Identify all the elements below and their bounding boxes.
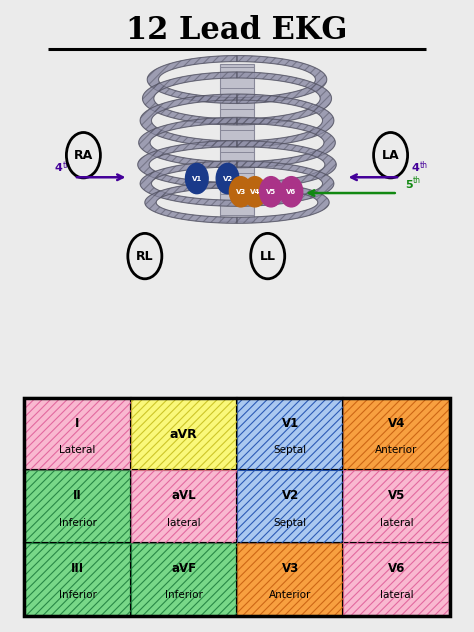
Text: V3: V3 <box>236 189 246 195</box>
Bar <box>237 543 343 616</box>
Text: V5: V5 <box>388 489 405 502</box>
Polygon shape <box>147 56 237 104</box>
Polygon shape <box>237 118 335 168</box>
Text: th: th <box>419 161 428 170</box>
Bar <box>24 470 131 543</box>
Polygon shape <box>237 72 331 125</box>
Polygon shape <box>143 72 237 125</box>
Text: III: III <box>71 562 84 575</box>
Bar <box>220 64 254 221</box>
Polygon shape <box>140 161 237 206</box>
Bar <box>24 398 450 616</box>
Circle shape <box>280 176 303 207</box>
Bar <box>131 470 237 543</box>
Text: V1: V1 <box>282 417 299 430</box>
Text: Inferior: Inferior <box>59 590 96 600</box>
Text: aVR: aVR <box>170 428 198 441</box>
Bar <box>131 470 237 543</box>
Text: aVL: aVL <box>172 489 196 502</box>
Text: lateral: lateral <box>380 590 413 600</box>
Circle shape <box>260 176 283 207</box>
Text: Inferior: Inferior <box>165 590 203 600</box>
Text: 12 Lead EKG: 12 Lead EKG <box>126 15 348 47</box>
Bar <box>131 543 237 616</box>
Text: V6: V6 <box>388 562 405 575</box>
Text: RA: RA <box>74 149 93 162</box>
Text: th: th <box>412 176 420 185</box>
Text: V5: V5 <box>266 189 276 195</box>
Bar <box>237 398 343 470</box>
Text: 4: 4 <box>412 164 420 173</box>
Polygon shape <box>237 161 334 206</box>
Bar <box>24 470 131 543</box>
Text: Septal: Septal <box>273 518 307 528</box>
Text: V6: V6 <box>286 189 296 195</box>
Text: aVF: aVF <box>171 562 196 575</box>
Bar <box>24 398 131 470</box>
Polygon shape <box>237 181 329 223</box>
Polygon shape <box>145 181 237 223</box>
Bar <box>24 543 131 616</box>
Bar <box>343 470 450 543</box>
Bar <box>343 470 450 543</box>
Text: II: II <box>73 489 82 502</box>
Text: V2: V2 <box>222 176 233 181</box>
Text: RL: RL <box>136 250 154 262</box>
Text: V3: V3 <box>282 562 299 575</box>
Bar <box>24 543 131 616</box>
Polygon shape <box>237 94 334 147</box>
Bar <box>237 470 343 543</box>
Text: 4: 4 <box>54 164 62 173</box>
Polygon shape <box>138 141 237 188</box>
Text: Anterior: Anterior <box>269 590 311 600</box>
Text: LA: LA <box>382 149 400 162</box>
Text: Lateral: Lateral <box>59 445 96 455</box>
Circle shape <box>244 176 266 207</box>
Polygon shape <box>139 118 237 168</box>
Circle shape <box>216 164 239 193</box>
Text: lateral: lateral <box>167 518 201 528</box>
Bar <box>237 398 343 470</box>
Text: lateral: lateral <box>380 518 413 528</box>
Text: V2: V2 <box>282 489 299 502</box>
Bar <box>343 398 450 470</box>
Bar <box>131 543 237 616</box>
Bar <box>237 543 343 616</box>
Text: Anterior: Anterior <box>375 445 418 455</box>
Text: V4: V4 <box>250 189 260 195</box>
Bar <box>343 543 450 616</box>
Bar <box>131 398 237 470</box>
Polygon shape <box>237 56 327 104</box>
Circle shape <box>185 164 208 193</box>
Text: 5: 5 <box>405 180 412 190</box>
Polygon shape <box>140 94 237 147</box>
Text: Inferior: Inferior <box>59 518 96 528</box>
Polygon shape <box>237 141 336 188</box>
Text: I: I <box>75 417 80 430</box>
Text: V1: V1 <box>191 176 202 181</box>
Bar <box>237 470 343 543</box>
Circle shape <box>229 176 252 207</box>
Bar <box>24 398 131 470</box>
Bar <box>343 398 450 470</box>
Text: LL: LL <box>260 250 276 262</box>
Bar <box>343 543 450 616</box>
Bar <box>131 398 237 470</box>
Text: V4: V4 <box>388 417 405 430</box>
Text: Septal: Septal <box>273 445 307 455</box>
Text: th: th <box>63 161 71 170</box>
